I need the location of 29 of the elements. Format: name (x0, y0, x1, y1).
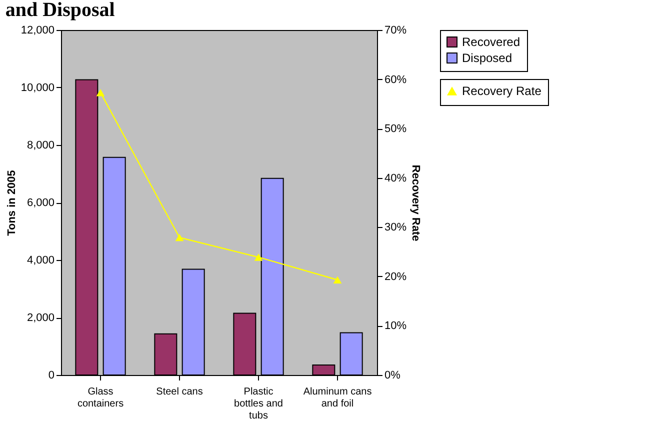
y-tick-label: 0 (48, 370, 54, 382)
y2-tick-label: 0% (384, 370, 401, 382)
legend-label: Recovery Rate (462, 84, 542, 98)
y-axis-title: Tons in 2005 (6, 170, 18, 236)
y2-tick-label: 50% (384, 123, 407, 136)
y-tick-label: 12,000 (20, 24, 54, 36)
point (96, 88, 105, 96)
x-tick-label: Aluminum cans and foil (303, 386, 372, 410)
y2-tick-label: 60% (384, 74, 407, 86)
x-tick-label: Plastic bottles and tubs (234, 386, 283, 422)
y2-tick-label: 20% (384, 270, 407, 283)
chart-title: and Disposal (5, 0, 116, 21)
y2-tick-label: 70% (384, 24, 407, 36)
y-tick-label: 4,000 (26, 254, 54, 266)
point (175, 234, 184, 242)
y-tick-label: 6,000 (26, 197, 54, 209)
x-tick-label: Steel cans (156, 386, 203, 398)
point (333, 276, 342, 284)
y2-tick-label: 40% (384, 172, 407, 184)
y2-axis-title: Recovery Rate (410, 164, 422, 242)
point (254, 254, 263, 261)
y2-tick-label: 10% (384, 320, 407, 332)
x-tick-label: Glass containers (77, 386, 124, 410)
y2-tick-label: 30% (384, 222, 407, 234)
legend-label: Disposed (462, 51, 512, 65)
legend-label: Recovered (462, 35, 520, 49)
y-tick-label: 8,000 (26, 140, 54, 152)
y-tick-label: 10,000 (20, 82, 54, 94)
y-tick-label: 2,000 (26, 312, 54, 324)
